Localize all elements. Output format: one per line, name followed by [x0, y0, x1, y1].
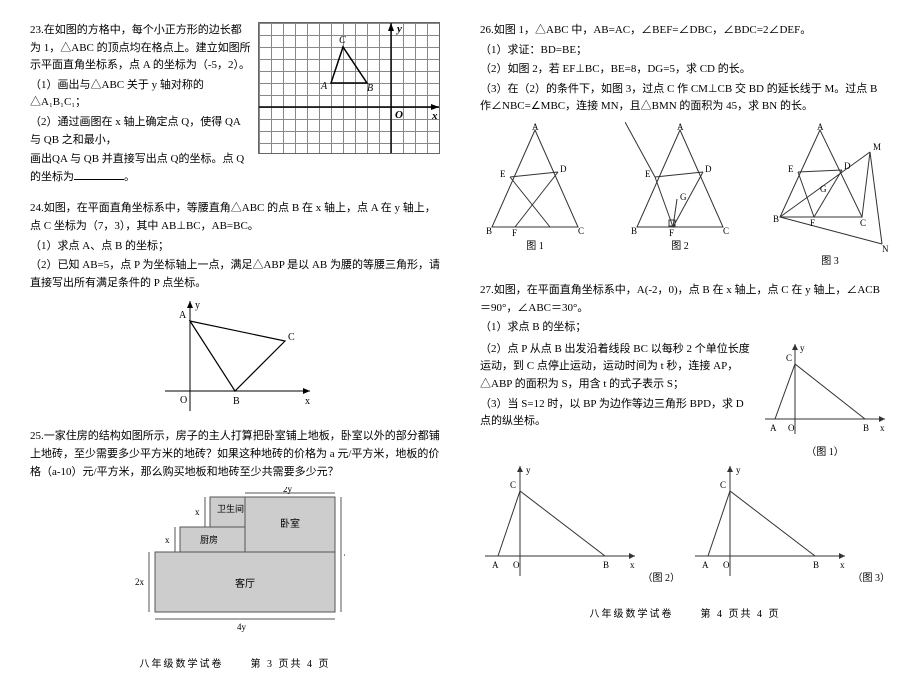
svg-text:A: A	[320, 81, 328, 92]
svg-text:2y: 2y	[283, 487, 293, 494]
svg-text:G: G	[680, 192, 687, 202]
svg-text:F: F	[512, 228, 517, 237]
q26-fig1: A B C D E F	[480, 122, 590, 237]
svg-text:4y: 4y	[237, 622, 247, 632]
svg-text:x: x	[630, 560, 635, 570]
svg-text:y: y	[800, 343, 805, 353]
svg-text:C: C	[288, 332, 295, 343]
svg-text:G: G	[820, 184, 827, 194]
q23-grid-figure: x y O A B C	[258, 22, 440, 154]
svg-text:C: C	[786, 353, 792, 363]
svg-text:B: B	[773, 214, 779, 224]
q26-fig2: A B C D E F G	[625, 122, 735, 237]
q27-part1: （1）求点 B 的坐标；	[480, 319, 890, 337]
q27-part3: （3）当 S=12 时，以 BP 为边作等边三角形 BPD，求 D 点的纵坐标。	[480, 396, 754, 431]
q26-stem: 26.如图 1，△ABC 中，AB=AC，∠BEF=∠DBC，∠BDC=2∠DE…	[480, 22, 890, 40]
svg-text:C: C	[720, 480, 726, 490]
svg-text:F: F	[810, 218, 815, 228]
svg-text:y: y	[395, 23, 402, 35]
q27-figure-row: A O B C x y （图 2） A O B C x	[480, 461, 890, 587]
svg-text:O: O	[788, 423, 795, 433]
svg-text:C: C	[578, 226, 584, 236]
svg-text:D: D	[560, 164, 567, 174]
svg-text:O: O	[180, 395, 187, 406]
svg-text:x: x	[305, 396, 310, 407]
left-footer: 八年级数学试卷 第 3 页共 4 页	[30, 655, 440, 670]
svg-text:O: O	[395, 109, 403, 121]
svg-text:卧室: 卧室	[280, 517, 300, 530]
q27-part2: （2）点 P 从点 B 出发沿着线段 BC 以每秒 2 个单位长度运动，到 C …	[480, 341, 754, 394]
svg-text:E: E	[645, 169, 651, 179]
q25-stem: 25.一家住房的结构如图所示，房子的主人打算把卧室铺上地板，卧室以外的部分都铺上…	[30, 428, 440, 481]
svg-text:C: C	[723, 226, 729, 236]
svg-text:厨房: 厨房	[200, 534, 218, 545]
svg-text:2x: 2x	[135, 577, 145, 587]
svg-text:A: A	[179, 310, 187, 321]
svg-text:B: B	[367, 83, 373, 94]
svg-text:E: E	[500, 169, 506, 179]
svg-text:A: A	[702, 560, 709, 570]
svg-text:E: E	[788, 164, 794, 174]
svg-text:D: D	[844, 161, 851, 171]
svg-text:C: C	[510, 480, 516, 490]
svg-text:A: A	[532, 122, 539, 132]
question-24: 24.如图，在平面直角坐标系中，等腰直角△ABC 的点 B 在 x 轴上，点 A…	[30, 200, 440, 416]
svg-text:D: D	[705, 164, 712, 174]
q23-part3: 画出QA 与 QB 并直接写出点 Q的坐标。点 Q的坐标为。	[30, 151, 440, 186]
q26-fig3: A B C D E F G M N	[770, 122, 890, 252]
q27-stem: 27.如图，在平面直角坐标系中，A(-2，0)，点 B 在 x 轴上，点 C 在…	[480, 282, 890, 317]
q24-figure: A B C O x y	[155, 296, 315, 416]
svg-text:4x: 4x	[344, 549, 345, 559]
svg-text:x: x	[880, 423, 885, 433]
svg-text:C: C	[860, 218, 866, 228]
svg-text:A: A	[817, 122, 824, 132]
svg-text:C: C	[339, 35, 346, 46]
q24-part2: （2）已知 AB=5，点 P 为坐标轴上一点，满足△ABP 是以 AB 为腰的等…	[30, 257, 440, 292]
svg-text:B: B	[486, 226, 492, 236]
question-25: 25.一家住房的结构如图所示，房子的主人打算把卧室铺上地板，卧室以外的部分都铺上…	[30, 428, 440, 637]
svg-text:M: M	[873, 142, 881, 152]
q27-fig3: A O B C x y	[690, 461, 850, 581]
svg-text:A: A	[770, 423, 777, 433]
q25-house-figure: 卫生间 厨房 客厅 卧室 2y 4x 4y 2x x x	[125, 487, 345, 637]
svg-text:x: x	[431, 110, 438, 122]
right-column: 26.如图 1，△ABC 中，AB=AC，∠BEF=∠DBC，∠BDC=2∠DE…	[480, 20, 890, 670]
q24-stem: 24.如图，在平面直角坐标系中，等腰直角△ABC 的点 B 在 x 轴上，点 A…	[30, 200, 440, 235]
question-27: 27.如图，在平面直角坐标系中，A(-2，0)，点 B 在 x 轴上，点 C 在…	[480, 282, 890, 587]
svg-text:x: x	[195, 507, 200, 517]
svg-text:x: x	[165, 535, 170, 545]
svg-text:A: A	[677, 122, 684, 132]
svg-text:x: x	[840, 560, 845, 570]
q24-part1: （1）求点 A、点 B 的坐标；	[30, 238, 440, 256]
q26-figure-row: A B C D E F 图 1 A	[480, 122, 890, 270]
left-column: x y O A B C 23.在如图的方格中，每个小正方形的边长都为 1，△AB…	[30, 20, 440, 670]
svg-text:B: B	[863, 423, 869, 433]
q27-fig1: A O B C x y	[760, 339, 890, 439]
svg-text:F: F	[669, 228, 674, 237]
right-footer: 八年级数学试卷 第 4 页共 4 页	[480, 605, 890, 620]
svg-text:A: A	[492, 560, 499, 570]
svg-text:B: B	[631, 226, 637, 236]
svg-text:客厅: 客厅	[235, 577, 255, 590]
q23-answer-blank[interactable]	[74, 169, 124, 180]
svg-text:O: O	[723, 560, 730, 570]
q26-part2: （2）如图 2，若 EF⊥BC，BE=8，DG=5，求 CD 的长。	[480, 61, 890, 79]
q26-part3: （3）在（2）的条件下，如图 3，过点 C 作 CM⊥CB 交 BD 的延长线于…	[480, 81, 890, 116]
svg-text:y: y	[526, 465, 531, 475]
svg-text:y: y	[736, 465, 741, 475]
svg-text:N: N	[882, 244, 889, 252]
q26-part1: （1）求证：BD=BE；	[480, 42, 890, 60]
svg-text:卫生间: 卫生间	[217, 503, 244, 514]
question-23: x y O A B C 23.在如图的方格中，每个小正方形的边长都为 1，△AB…	[30, 22, 440, 188]
svg-text:B: B	[233, 396, 240, 407]
svg-text:B: B	[603, 560, 609, 570]
q27-fig2: A O B C x y	[480, 461, 640, 581]
svg-text:B: B	[813, 560, 819, 570]
question-26: 26.如图 1，△ABC 中，AB=AC，∠BEF=∠DBC，∠BDC=2∠DE…	[480, 22, 890, 270]
svg-text:O: O	[513, 560, 520, 570]
svg-text:y: y	[195, 300, 200, 311]
